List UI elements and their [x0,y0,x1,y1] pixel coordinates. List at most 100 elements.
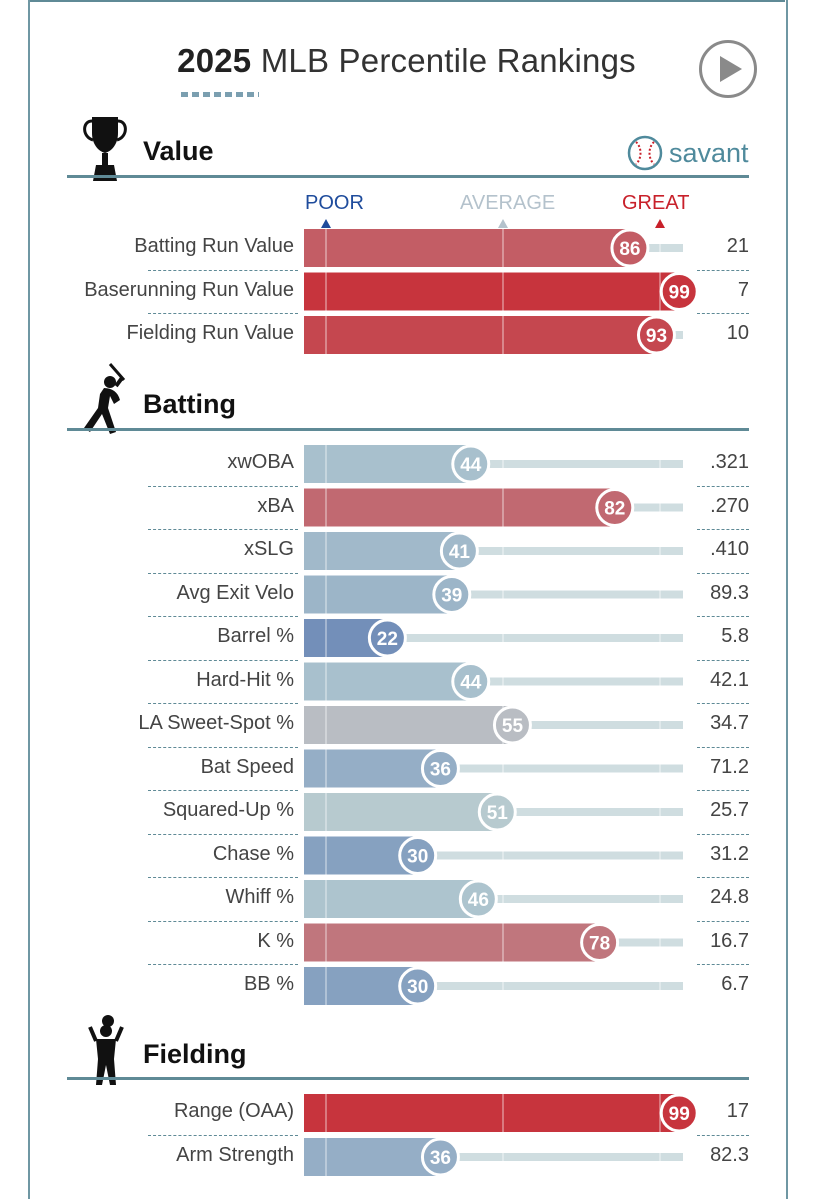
play-button[interactable] [699,40,757,98]
metric-value: 17 [726,1100,749,1122]
row-divider [148,964,298,966]
section-rule-batting [67,428,749,431]
metric-label: Hard-Hit % [196,668,294,691]
percentile-bar [304,316,657,354]
metric-value: 10 [726,322,749,344]
fielder-icon [88,1015,124,1085]
percentile-bubble [595,488,635,527]
percentile-bar [304,488,615,527]
percentile-bar [304,229,630,267]
percentile-label: 55 [502,716,524,737]
percentile-label: 93 [646,326,667,347]
page-title: 2025 MLB Percentile Rankings [0,42,813,80]
row-divider [697,313,749,315]
percentile-label: 44 [460,673,482,694]
percentile-bubble [492,705,532,745]
percentile-label: 86 [619,239,640,260]
metric-value: 21 [726,235,749,257]
percentile-bar [304,923,600,962]
percentile-bubble [610,228,650,268]
row-divider [697,1135,749,1136]
percentile-bar [304,1138,441,1176]
percentile-bubble [398,836,438,875]
metric-value: .270 [710,494,749,517]
batter-icon [84,363,126,434]
bar-track [304,460,683,468]
metric-label: Fielding Run Value [126,322,294,344]
scale-poor-label: POOR [305,192,364,214]
percentile-label: 36 [430,760,451,781]
percentile-bar [304,445,471,483]
metric-label: Squared-Up % [162,799,294,821]
metric-label: BB % [243,973,294,995]
bar-track [304,634,683,642]
title-underline [181,92,259,97]
row-divider [148,790,298,792]
metric-value: .321 [710,451,749,473]
section-rule-value [67,175,749,178]
metric-label: K % [257,929,294,952]
percentile-label: 22 [377,629,398,650]
percentile-bar [304,662,471,701]
metric-label: Barrel % [217,625,294,647]
metric-value: 31.2 [710,842,749,865]
percentile-label: 36 [430,1148,451,1169]
scale-great-marker [655,219,665,228]
percentile-label: 30 [407,847,428,868]
row-divider [697,703,749,705]
row-divider [697,790,749,792]
row-divider [697,616,749,618]
percentile-label: 41 [449,542,471,563]
row-divider [148,703,298,705]
row-divider [697,833,749,835]
percentile-bar [304,272,680,311]
row-divider [148,616,298,618]
percentile-bubble [432,575,472,614]
percentile-bar [304,532,460,570]
metric-value: 16.7 [710,929,749,952]
metric-label: Arm Strength [176,1144,294,1166]
percentile-bubble [420,749,460,788]
percentile-bubble [458,879,498,919]
percentile-label: 44 [460,455,482,476]
metric-value: 34.7 [710,712,749,734]
metric-value: 42.1 [710,668,749,691]
row-divider [148,269,298,271]
row-divider [148,485,298,487]
savant-brand: savant [627,135,749,171]
percentile-bubble [636,315,676,355]
row-divider [148,659,298,661]
percentile-label: 51 [487,803,509,824]
row-divider [148,833,298,835]
play-icon [720,56,742,82]
row-divider [697,746,749,748]
percentile-bubble [659,272,699,311]
metric-value: 71.2 [710,755,749,778]
percentile-label: 30 [407,977,428,998]
metric-value: .410 [710,538,749,560]
row-divider [148,529,298,531]
percentile-bubble [477,792,517,832]
percentile-bubble [659,1093,699,1133]
row-divider [697,877,749,879]
percentile-bubble [580,923,620,962]
bar-track [304,547,683,555]
row-divider [148,313,298,315]
card-frame [28,0,788,1199]
metric-value: 5.8 [721,625,749,647]
metric-label: LA Sweet-Spot % [138,712,294,734]
row-divider [148,1135,298,1136]
metric-value: 89.3 [710,581,749,604]
row-divider [697,485,749,487]
metric-value: 82.3 [710,1144,749,1166]
percentile-label: 99 [669,1104,690,1125]
metric-label: Baserunning Run Value [84,278,294,301]
metric-label: Chase % [212,842,294,865]
percentile-label: 39 [441,586,462,607]
metric-label: Bat Speed [200,755,294,778]
bar-track [304,1153,683,1161]
percentile-bar [304,575,452,614]
percentile-bar [304,706,513,744]
percentile-bubble [398,966,438,1006]
